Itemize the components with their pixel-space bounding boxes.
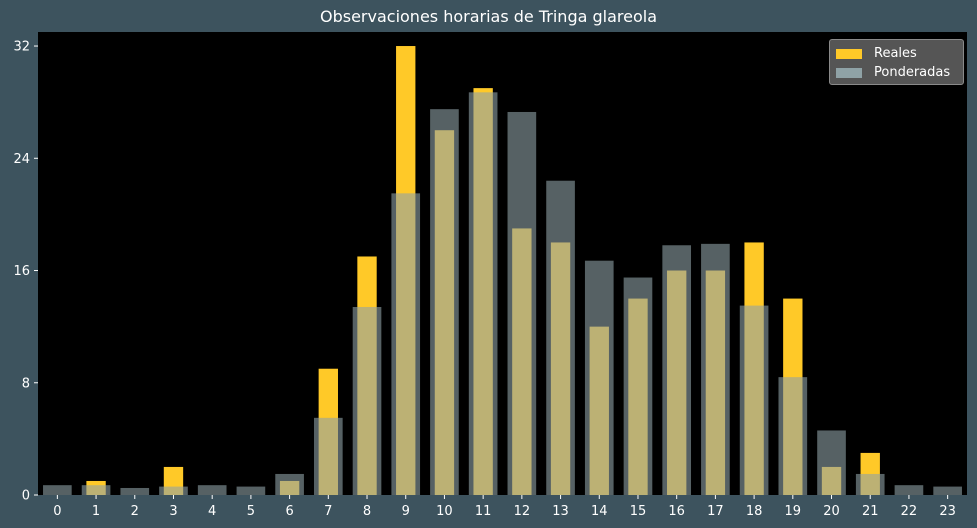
y-tick-label-16: 16	[13, 264, 30, 279]
plot-area	[38, 32, 967, 495]
x-tick-label-18: 18	[746, 504, 763, 519]
chart-title: Observaciones horarias de Tringa glareol…	[319, 7, 657, 26]
y-tick-label-24: 24	[13, 152, 30, 167]
x-tick-label-8: 8	[363, 504, 371, 519]
bar-ponderadas-4	[197, 485, 227, 495]
x-tick-label-21: 21	[862, 504, 879, 519]
bar-ponderadas-3	[159, 486, 188, 495]
bar-ponderadas-21	[855, 473, 885, 495]
bar-ponderadas-10	[430, 109, 459, 496]
x-tick-label-10: 10	[436, 504, 453, 519]
x-tick-label-2: 2	[131, 504, 139, 519]
bar-ponderadas-2	[120, 487, 150, 495]
bar-ponderadas-16	[662, 245, 692, 495]
x-tick-label-9: 9	[402, 504, 410, 519]
x-tick-label-11: 11	[475, 504, 492, 519]
bar-ponderadas-14	[584, 260, 614, 495]
x-tick-label-22: 22	[901, 504, 918, 519]
bar-ponderadas-22	[894, 485, 924, 495]
x-tick-label-4: 4	[208, 504, 216, 519]
legend: Reales Ponderadas	[829, 39, 964, 85]
x-tick-label-3: 3	[169, 504, 177, 519]
bar-ponderadas-13	[546, 180, 575, 496]
x-tick-label-17: 17	[707, 504, 724, 519]
legend-swatch-ponderadas	[836, 67, 862, 78]
series-ponderadas	[43, 92, 962, 496]
legend-label-ponderadas: Ponderadas	[874, 65, 951, 80]
x-tick-label-5: 5	[247, 504, 255, 519]
bar-ponderadas-23	[933, 486, 962, 495]
bar-ponderadas-5	[236, 486, 266, 495]
bar-ponderadas-9	[391, 193, 421, 495]
bar-ponderadas-6	[275, 473, 304, 495]
x-tick-label-1: 1	[92, 504, 100, 519]
x-axis: 0 1 2 3 4 5 6 7 8 9 10 11 12 13 14 15 16 17 18 19 20 21 22 23	[53, 495, 956, 519]
y-tick-label-0: 0	[22, 489, 30, 504]
legend-swatch-reales	[836, 48, 862, 59]
y-axis: 0 8 16 24 32	[13, 40, 38, 504]
x-tick-label-13: 13	[552, 504, 569, 519]
bar-ponderadas-1	[81, 485, 111, 495]
x-tick-label-19: 19	[785, 504, 802, 519]
bar-ponderadas-11	[468, 92, 498, 496]
legend-label-reales: Reales	[874, 46, 917, 61]
bar-ponderadas-19	[778, 377, 808, 495]
x-tick-label-6: 6	[285, 504, 293, 519]
bar-ponderadas-18	[739, 305, 769, 495]
bar-ponderadas-15	[623, 277, 653, 495]
bar-ponderadas-17	[701, 243, 730, 495]
x-tick-label-14: 14	[591, 504, 608, 519]
bar-ponderadas-0	[43, 485, 72, 495]
y-tick-label-8: 8	[22, 376, 30, 391]
x-tick-label-23: 23	[939, 504, 956, 519]
bar-ponderadas-8	[352, 306, 382, 495]
x-tick-label-15: 15	[630, 504, 647, 519]
bar-ponderadas-20	[817, 430, 846, 495]
y-tick-label-32: 32	[13, 40, 30, 55]
x-tick-label-16: 16	[668, 504, 685, 519]
x-tick-label-20: 20	[823, 504, 840, 519]
x-tick-label-7: 7	[324, 504, 332, 519]
legend-item-ponderadas: Ponderadas	[836, 63, 957, 82]
bar-ponderadas-12	[507, 111, 537, 496]
legend-item-reales: Reales	[836, 44, 957, 63]
x-tick-label-0: 0	[53, 504, 61, 519]
bar-ponderadas-7	[313, 417, 343, 495]
x-tick-label-12: 12	[514, 504, 531, 519]
